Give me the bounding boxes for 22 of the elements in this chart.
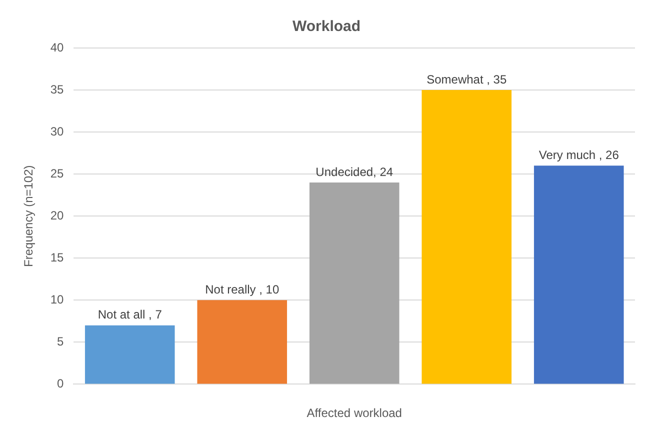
y-tick-label: 25 [50,166,64,180]
y-tick-label: 30 [50,124,64,138]
data-label: Undecided, 24 [316,164,394,179]
data-label: Not really , 10 [205,282,280,296]
bar [84,325,175,384]
y-tick-label: 10 [50,292,64,306]
data-label: Very much , 26 [538,148,620,162]
y-tick-label: 20 [50,208,64,222]
data-label: Not at all , 7 [98,308,162,322]
x-axis-title: Affected workload [306,406,402,420]
y-tick-label: 5 [57,334,64,348]
bar [309,182,400,384]
chart-title: Workload [292,18,361,36]
y-tick-label: 0 [57,376,64,391]
data-label: Somewhat , 35 [426,72,507,86]
bar [534,166,624,384]
y-tick-label: 15 [50,250,64,264]
y-tick-label: 40 [50,40,64,54]
y-axis-title: Frequency (n=102) [22,165,36,267]
bar [197,300,288,384]
y-tick-label: 35 [50,82,64,96]
bar [422,90,512,384]
